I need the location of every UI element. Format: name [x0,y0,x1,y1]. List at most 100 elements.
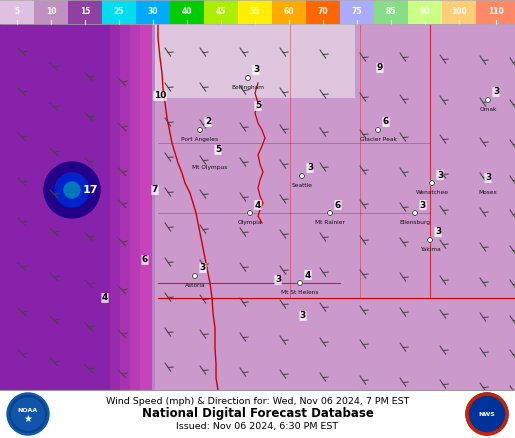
Circle shape [466,393,508,435]
Bar [0,24,134,390]
Bar [136,0,170,24]
Bar [0,24,5,390]
Bar [0,24,108,390]
Bar [0,24,144,390]
Text: 110: 110 [488,7,504,15]
Circle shape [427,237,433,243]
Bar [0,24,98,390]
Bar [0,24,150,390]
Bar [110,24,122,390]
Circle shape [44,162,100,218]
Bar [238,0,272,24]
Bar [0,24,62,390]
Bar [0,24,129,390]
Text: 2: 2 [205,117,211,127]
Text: 4: 4 [102,293,108,303]
Text: Wenatchee: Wenatchee [416,190,449,195]
Text: 3: 3 [420,201,426,209]
Bar [0,24,155,390]
Bar [0,24,118,390]
Bar [0,24,10,390]
Text: 5: 5 [215,145,221,155]
Bar [0,24,139,390]
Bar [0,24,30,390]
Bar [0,24,87,390]
Bar [374,0,408,24]
Text: Olympia: Olympia [238,220,262,225]
Text: 60: 60 [284,7,294,15]
Bar [442,0,476,24]
Bar [68,0,102,24]
Text: 90: 90 [420,7,430,15]
Bar [272,0,306,24]
Circle shape [248,211,252,215]
Bar [120,24,132,390]
Bar [0,24,113,390]
Bar [0,24,149,390]
Text: Glacier Peak: Glacier Peak [359,137,397,142]
Bar [0,24,51,390]
Text: 4: 4 [255,201,261,209]
Bar [155,24,355,98]
Bar [0,24,41,390]
Circle shape [7,393,49,435]
Text: National Digital Forecast Database: National Digital Forecast Database [142,407,373,420]
Text: 5: 5 [14,7,20,15]
Bar [0,24,67,390]
Text: NOAA: NOAA [18,407,38,413]
Text: 55: 55 [250,7,260,15]
Text: Ellensburg: Ellensburg [400,220,431,225]
Text: 3: 3 [493,88,499,96]
Circle shape [375,127,381,133]
Circle shape [246,75,250,81]
Text: 15: 15 [80,7,90,15]
Text: Mt St Helens: Mt St Helens [281,290,319,295]
Circle shape [413,211,418,215]
Text: Mt Rainier: Mt Rainier [315,220,345,225]
Bar [0,24,25,390]
Text: 3: 3 [300,311,306,321]
Text: 3: 3 [253,66,259,74]
Text: 30: 30 [148,7,158,15]
Circle shape [197,127,202,133]
Bar [0,24,15,390]
Text: 45: 45 [216,7,226,15]
Circle shape [298,280,302,286]
Bar [100,24,112,390]
Text: 10: 10 [154,92,166,100]
Text: Wind Speed (mph) & Direction for: Wed, Nov 06 2024, 7 PM EST: Wind Speed (mph) & Direction for: Wed, N… [106,396,409,406]
Text: NWS: NWS [478,411,495,417]
Text: 70: 70 [318,7,329,15]
Text: 6: 6 [383,117,389,127]
Text: Mt Olympus: Mt Olympus [192,165,228,170]
Text: 7: 7 [152,186,158,194]
Bar [0,24,77,390]
Circle shape [486,98,490,102]
Text: 4: 4 [305,271,311,279]
Circle shape [55,173,89,207]
Text: 3: 3 [275,276,281,285]
Bar [0,24,103,390]
Bar [0,24,82,390]
Bar [140,24,152,390]
Text: 5: 5 [255,102,261,110]
Bar [130,24,142,390]
Circle shape [430,180,435,186]
Bar [170,0,204,24]
Text: 25: 25 [114,7,124,15]
Text: 3: 3 [435,227,441,237]
Bar [0,24,20,390]
Bar [408,0,442,24]
Text: 3: 3 [437,170,443,180]
Text: 9: 9 [377,64,383,73]
Bar [0,24,93,390]
Bar [102,0,136,24]
Text: 75: 75 [352,7,362,15]
Bar [476,0,515,24]
Text: Port Angeles: Port Angeles [181,137,218,142]
Text: Seattle: Seattle [291,183,313,188]
Bar [340,0,374,24]
Bar [0,24,36,390]
Bar [204,0,238,24]
Text: 6: 6 [142,255,148,265]
